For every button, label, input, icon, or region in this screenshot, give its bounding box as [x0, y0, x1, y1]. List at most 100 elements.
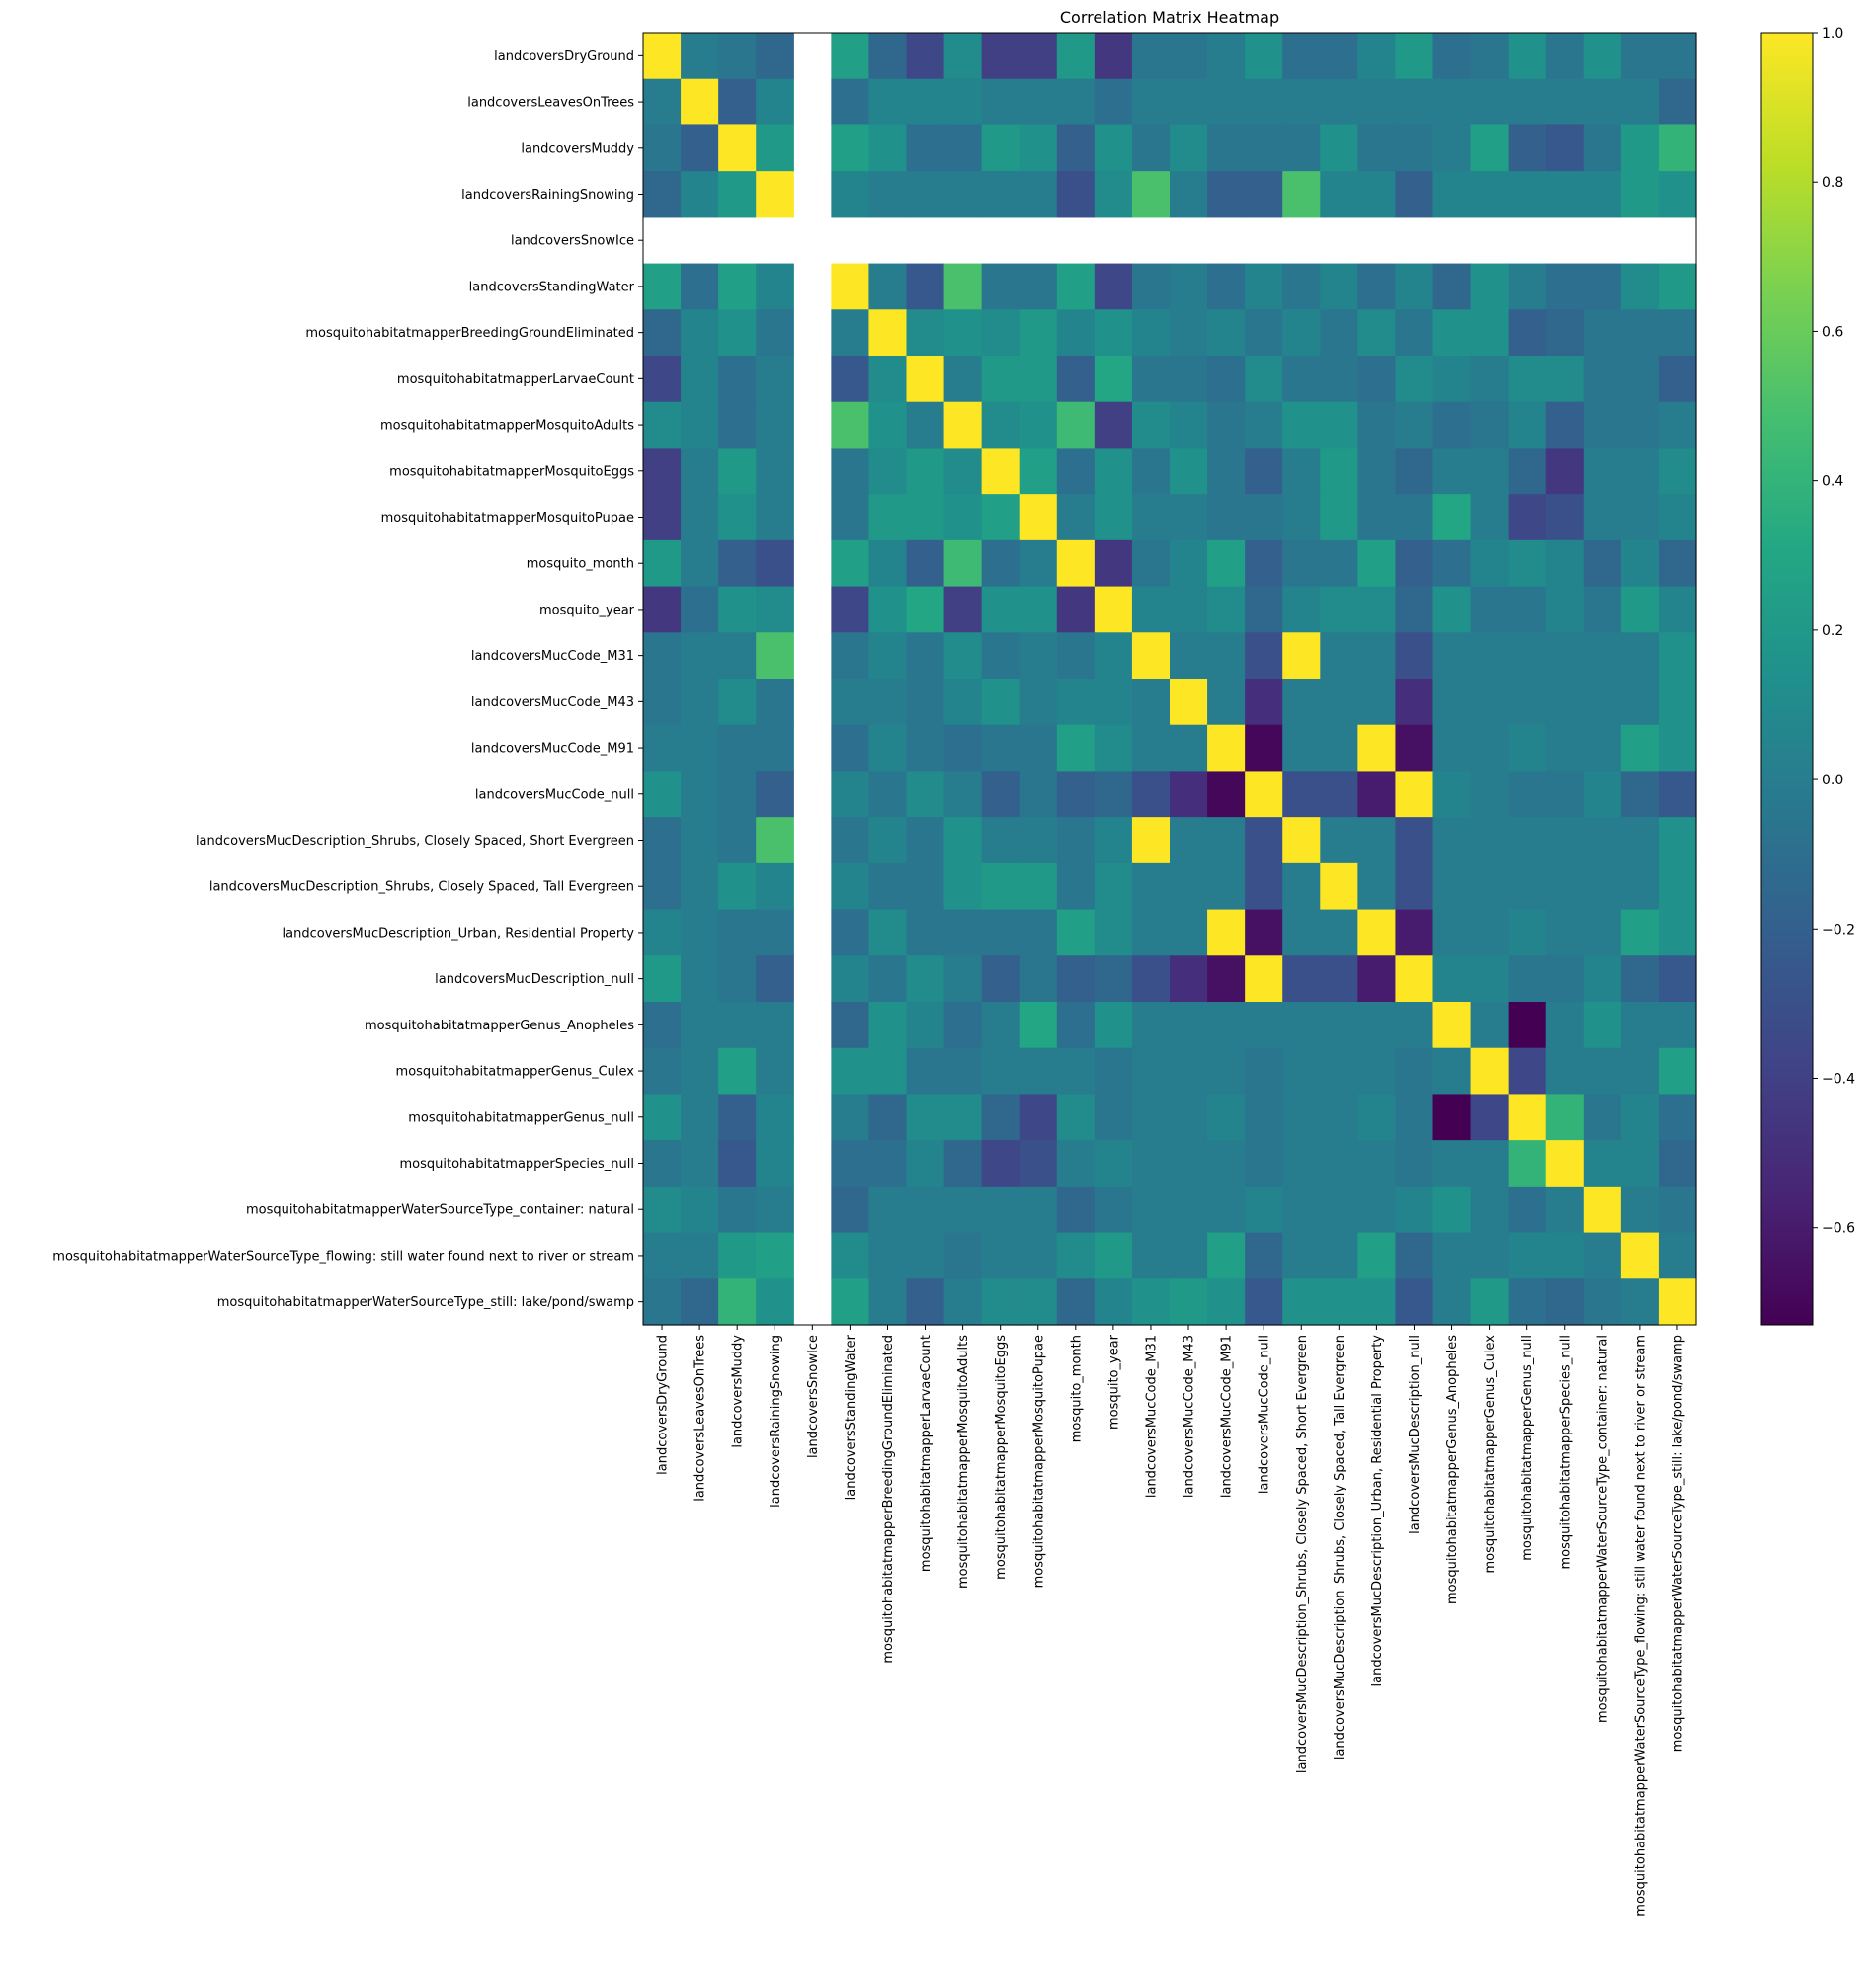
colorbar-tick-label: 0.2: [1822, 623, 1843, 639]
heatmap-cell: [981, 33, 1020, 80]
heatmap-cell: [643, 1002, 682, 1049]
heatmap-cells: [643, 33, 1697, 1326]
heatmap-cell: [1658, 1140, 1697, 1188]
heatmap-cell: [906, 586, 945, 633]
heatmap-cell: [1056, 586, 1096, 633]
heatmap-cell: [1056, 1002, 1096, 1049]
heatmap-cell: [981, 1002, 1020, 1049]
heatmap-cell: [981, 494, 1020, 541]
colorbar-tick-label: −0.2: [1822, 922, 1855, 938]
heatmap-cell: [1019, 955, 1058, 1003]
heatmap-cell: [1658, 724, 1697, 773]
heatmap-cell: [681, 1047, 719, 1096]
heatmap-cell: [1470, 862, 1509, 911]
heatmap-cell: [756, 909, 794, 956]
heatmap-cell: [906, 263, 945, 310]
heatmap-cell: [981, 356, 1020, 403]
heatmap-cell: [1395, 586, 1434, 633]
heatmap-cell: [718, 1232, 757, 1279]
heatmap-cell: [868, 401, 908, 450]
heatmap-cell: [1131, 586, 1171, 633]
x-tick-label: mosquitohabitatmapperGenus_null: [1520, 1335, 1535, 1561]
heatmap-cell: [643, 448, 682, 495]
heatmap-cell: [1207, 1094, 1246, 1141]
heatmap-cell: [643, 771, 682, 818]
heatmap-cell: [1056, 263, 1096, 310]
heatmap-cell: [756, 309, 794, 357]
heatmap-cell: [831, 309, 870, 357]
heatmap-cell: [906, 356, 945, 403]
heatmap-cell: [1508, 1002, 1547, 1049]
heatmap-cell: [1395, 862, 1434, 911]
heatmap-cell: [1432, 263, 1472, 310]
heatmap-cell: [1545, 1002, 1585, 1049]
heatmap-cell: [981, 309, 1020, 357]
heatmap-cell: [681, 771, 719, 818]
colorbar-tick-label: 0.8: [1822, 175, 1843, 191]
heatmap-cell: [1620, 356, 1660, 403]
y-tick-label: mosquito_year: [539, 603, 635, 617]
heatmap-cell: [756, 1047, 794, 1096]
heatmap-cell: [1019, 78, 1058, 126]
heatmap-cell: [1432, 1186, 1472, 1234]
heatmap-cell: [1170, 1232, 1208, 1279]
heatmap-cell: [718, 309, 757, 357]
heatmap-cell: [1170, 955, 1208, 1003]
y-tick-label: mosquitohabitatmapperMosquitoPupae: [381, 511, 634, 526]
heatmap-cell: [1357, 632, 1397, 680]
heatmap-cell: [981, 78, 1020, 126]
y-tick-label: mosquitohabitatmapperMosquitoEggs: [389, 464, 634, 479]
heatmap-cell: [1056, 771, 1096, 818]
heatmap-cell: [1620, 448, 1660, 495]
heatmap-cell: [1357, 817, 1397, 864]
heatmap-cell: [1282, 356, 1321, 403]
heatmap-cell: [1620, 1278, 1660, 1326]
heatmap-cell: [643, 724, 682, 773]
heatmap-cell: [756, 1140, 794, 1188]
heatmap-cell: [1620, 1047, 1660, 1096]
heatmap-cell: [1432, 309, 1472, 357]
heatmap-cell: [643, 817, 682, 864]
y-tick-label: mosquitohabitatmapperGenus_Anopheles: [365, 1019, 634, 1033]
heatmap-cell: [1282, 171, 1321, 218]
heatmap-cell: [1470, 1232, 1509, 1279]
heatmap-cell: [1583, 1232, 1622, 1279]
heatmap-cell: [1658, 771, 1697, 818]
heatmap-cell: [831, 494, 870, 541]
heatmap-cell: [1432, 539, 1472, 588]
heatmap-cell: [1094, 124, 1133, 172]
heatmap-cell: [1094, 356, 1133, 403]
heatmap-cell: [943, 955, 983, 1003]
heatmap-cell: [868, 1094, 908, 1141]
heatmap-cell: [718, 1047, 757, 1096]
heatmap-cell: [1545, 771, 1585, 818]
heatmap-cell: [1282, 771, 1321, 818]
heatmap-cell: [981, 1140, 1020, 1188]
heatmap-cell: [981, 1278, 1020, 1326]
heatmap-cell: [756, 724, 794, 773]
heatmap-cell: [756, 263, 794, 310]
heatmap-cell: [1395, 263, 1434, 310]
heatmap-cell: [1545, 1186, 1585, 1234]
heatmap-cell: [1094, 539, 1133, 588]
heatmap-cell: [1019, 909, 1058, 956]
heatmap-cell: [718, 817, 757, 864]
heatmap-cell: [756, 862, 794, 911]
heatmap-cell: [681, 1094, 719, 1141]
heatmap-cell: [1207, 33, 1246, 80]
heatmap-cell: [943, 171, 983, 218]
heatmap-cell: [1508, 1094, 1547, 1141]
heatmap-cell: [1395, 955, 1434, 1003]
heatmap-cell: [1320, 124, 1358, 172]
heatmap-cell: [1094, 309, 1133, 357]
heatmap-cell: [1470, 33, 1509, 80]
heatmap-cell: [1508, 124, 1547, 172]
heatmap-cell: [1508, 724, 1547, 773]
heatmap-cell: [718, 1002, 757, 1049]
heatmap-cell: [1094, 401, 1133, 450]
heatmap-cell: [1357, 1140, 1397, 1188]
heatmap-cell: [1170, 78, 1208, 126]
heatmap-cell: [1583, 771, 1622, 818]
heatmap-cell: [681, 401, 719, 450]
